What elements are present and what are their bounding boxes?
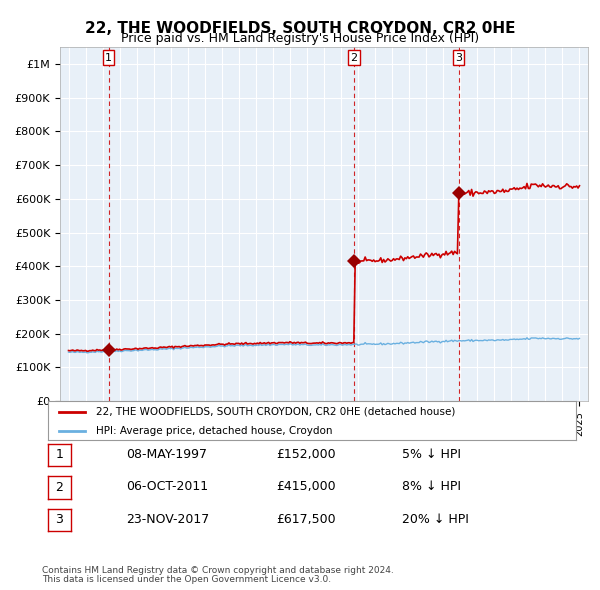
Text: 5% ↓ HPI: 5% ↓ HPI — [402, 448, 461, 461]
Text: 3: 3 — [455, 53, 462, 63]
Text: £152,000: £152,000 — [276, 448, 335, 461]
Text: 3: 3 — [55, 513, 64, 526]
Text: £617,500: £617,500 — [276, 513, 335, 526]
Text: 20% ↓ HPI: 20% ↓ HPI — [402, 513, 469, 526]
Text: 2: 2 — [55, 481, 64, 494]
Text: 1: 1 — [105, 53, 112, 63]
Text: HPI: Average price, detached house, Croydon: HPI: Average price, detached house, Croy… — [95, 426, 332, 436]
Text: 22, THE WOODFIELDS, SOUTH CROYDON, CR2 0HE: 22, THE WOODFIELDS, SOUTH CROYDON, CR2 0… — [85, 21, 515, 35]
Text: This data is licensed under the Open Government Licence v3.0.: This data is licensed under the Open Gov… — [42, 575, 331, 584]
Text: Price paid vs. HM Land Registry's House Price Index (HPI): Price paid vs. HM Land Registry's House … — [121, 32, 479, 45]
Text: Contains HM Land Registry data © Crown copyright and database right 2024.: Contains HM Land Registry data © Crown c… — [42, 566, 394, 575]
Text: 23-NOV-2017: 23-NOV-2017 — [126, 513, 209, 526]
Text: 8% ↓ HPI: 8% ↓ HPI — [402, 480, 461, 493]
Text: 2: 2 — [350, 53, 358, 63]
Text: 1: 1 — [55, 448, 64, 461]
Text: 08-MAY-1997: 08-MAY-1997 — [126, 448, 207, 461]
Text: 22, THE WOODFIELDS, SOUTH CROYDON, CR2 0HE (detached house): 22, THE WOODFIELDS, SOUTH CROYDON, CR2 0… — [95, 407, 455, 417]
Text: 06-OCT-2011: 06-OCT-2011 — [126, 480, 208, 493]
Text: £415,000: £415,000 — [276, 480, 335, 493]
